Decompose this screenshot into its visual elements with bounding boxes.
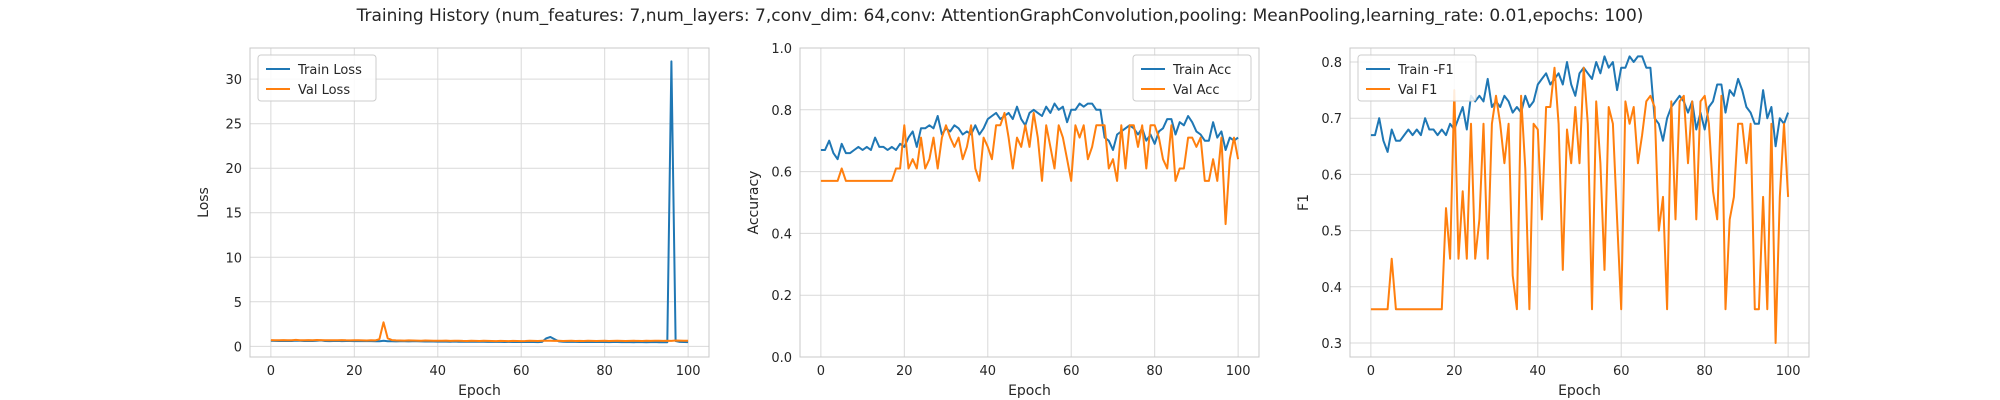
legend-label: Val Loss	[298, 83, 350, 98]
x-tick-label: 40	[429, 364, 446, 379]
legend-label: Train Loss	[297, 63, 362, 78]
y-tick-label: 0.8	[1321, 56, 1342, 71]
x-tick-label: 0	[817, 364, 825, 379]
figure-suptitle: Training History (num_features: 7,num_la…	[356, 6, 1644, 26]
x-axis-label: Epoch	[1008, 383, 1051, 399]
series-line-train-f1	[1370, 55, 1790, 153]
y-tick-label: 30	[225, 73, 242, 88]
chart-panel-f1: 0 20 40 60 80 100 0.3 0.4 0.5 0.6 0.7 0.8 Epoch F1 Tra…	[1296, 47, 1810, 399]
y-tick-label: 0.6	[1321, 168, 1342, 183]
y-tick-label: 15	[225, 207, 242, 222]
y-tick-label: 0.4	[1321, 281, 1342, 296]
axes-frame	[799, 47, 1260, 358]
x-axis-label: Epoch	[458, 383, 501, 399]
legend-label: Train -F1	[1397, 63, 1454, 78]
y-tick-label: 0.4	[771, 227, 792, 242]
legend-label: Val Acc	[1173, 83, 1220, 98]
y-tick-label: 0.6	[771, 166, 792, 181]
y-axis-label: Accuracy	[746, 171, 762, 235]
legend-label: Train Acc	[1172, 63, 1231, 78]
y-tick-label: 0.5	[1321, 225, 1342, 240]
panels: 0 20 40 60 80 100 0 5 10 15 20 25 30 Epoch Loss Train L…	[196, 42, 1810, 399]
x-tick-label: 80	[596, 364, 613, 379]
series-line-val-acc	[820, 111, 1240, 226]
x-tick-label: 0	[267, 364, 275, 379]
y-tick-label: 20	[225, 162, 242, 177]
x-tick-label: 60	[513, 364, 530, 379]
axes-frame	[249, 47, 710, 358]
x-tick-label: 0	[1367, 364, 1375, 379]
x-tick-label: 60	[1613, 364, 1630, 379]
legend: Train Loss Val Loss	[257, 54, 377, 102]
x-tick-label: 20	[896, 364, 913, 379]
series-line-val-loss	[270, 321, 689, 343]
y-tick-label: 0.3	[1321, 337, 1342, 352]
x-tick-label: 40	[979, 364, 996, 379]
legend: Train Acc Val Acc	[1132, 54, 1252, 102]
x-tick-label: 100	[1776, 364, 1801, 379]
y-tick-label: 5	[234, 296, 242, 311]
x-tick-label: 20	[1446, 364, 1463, 379]
series-line-val-f1	[1370, 66, 1790, 344]
y-tick-label: 0.8	[771, 104, 792, 119]
x-tick-label: 80	[1696, 364, 1713, 379]
x-tick-label: 20	[346, 364, 363, 379]
y-tick-label: 25	[225, 118, 242, 133]
x-tick-label: 60	[1063, 364, 1080, 379]
y-tick-label: 0.2	[771, 289, 792, 304]
chart-panel-loss: 0 20 40 60 80 100 0 5 10 15 20 25 30 Epoch Loss Train L…	[196, 47, 710, 399]
series-line-train-loss	[270, 60, 689, 344]
legend-label: Val F1	[1398, 83, 1437, 98]
chart-panel-accuracy: 0 20 40 60 80 100 0.0 0.2 0.4 0.6 0.8 1.0 Epoch Accur…	[746, 42, 1260, 399]
x-tick-label: 100	[1226, 364, 1251, 379]
x-tick-label: 100	[676, 364, 701, 379]
x-tick-label: 40	[1529, 364, 1546, 379]
y-axis-label: Loss	[196, 187, 212, 218]
x-axis-label: Epoch	[1558, 383, 1601, 399]
series-line-train-acc	[820, 102, 1239, 161]
axes-frame	[1349, 47, 1810, 358]
y-axis-label: F1	[1296, 194, 1312, 211]
x-tick-label: 80	[1146, 364, 1163, 379]
y-tick-label: 0.0	[771, 351, 792, 366]
y-tick-label: 0.7	[1321, 112, 1342, 127]
legend: Train -F1 Val F1	[1357, 54, 1477, 102]
y-tick-label: 0	[234, 340, 242, 355]
y-tick-label: 1.0	[771, 42, 792, 57]
y-tick-label: 10	[225, 251, 242, 266]
